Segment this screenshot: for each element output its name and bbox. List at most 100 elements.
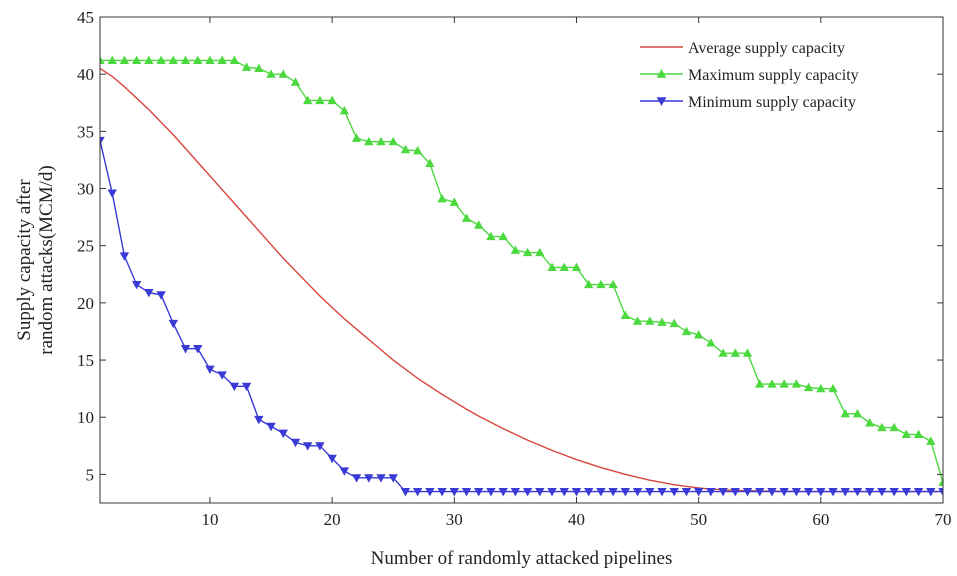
data-point-2-3 — [131, 280, 142, 290]
data-point-1-21 — [351, 133, 362, 142]
x-tick-label-6: 70 — [935, 510, 952, 529]
y-tick-label-2: 15 — [77, 351, 94, 370]
data-point-1-7 — [180, 55, 191, 65]
data-point-2-32 — [486, 487, 496, 497]
data-point-2-23 — [376, 474, 386, 483]
data-point-1-53 — [742, 348, 753, 357]
data-point-1-39 — [571, 262, 582, 272]
data-point-1-44 — [632, 316, 643, 325]
series-2 — [100, 136, 943, 497]
x-axis-label: Number of randomly attacked pipelines — [371, 548, 673, 569]
data-point-1-64 — [877, 422, 887, 432]
data-point-1-9 — [205, 55, 215, 65]
data-point-2-31 — [474, 487, 484, 497]
y-tick-label-4: 25 — [77, 237, 94, 256]
data-point-1-19 — [327, 95, 337, 105]
data-point-1-32 — [486, 231, 496, 241]
data-point-1-31 — [474, 220, 484, 229]
data-point-1-1 — [107, 55, 117, 65]
legend-label-1: Maximum supply capacity — [688, 67, 859, 84]
data-point-2-48 — [681, 487, 692, 497]
data-point-2-38 — [559, 487, 569, 497]
data-point-2-54 — [755, 487, 765, 497]
data-point-2-60 — [828, 487, 838, 497]
data-point-1-25 — [400, 144, 411, 154]
data-point-1-57 — [791, 379, 802, 388]
y-tick-label-7: 40 — [77, 65, 94, 84]
data-point-1-37 — [547, 262, 557, 272]
x-tick-label-1: 20 — [324, 510, 341, 529]
data-point-2-13 — [254, 415, 264, 425]
data-point-1-22 — [364, 136, 374, 146]
data-point-1-28 — [437, 193, 447, 203]
y-tick-label-3: 20 — [77, 294, 94, 313]
data-point-2-52 — [730, 487, 740, 497]
legend-marker-2 — [656, 97, 667, 107]
data-point-1-11 — [229, 55, 240, 65]
data-point-2-8 — [193, 345, 203, 354]
data-point-1-10 — [217, 55, 227, 65]
data-point-1-41 — [596, 279, 606, 289]
data-point-2-15 — [278, 429, 288, 439]
data-point-1-30 — [461, 213, 472, 222]
data-point-2-35 — [522, 487, 533, 497]
legend-label-2: Minimum supply capacity — [688, 94, 856, 111]
data-point-1-45 — [645, 316, 655, 325]
data-point-1-5 — [156, 55, 166, 65]
data-point-2-46 — [657, 487, 667, 497]
axes-box — [99, 16, 944, 504]
data-point-1-67 — [913, 429, 924, 438]
data-point-1-34 — [510, 245, 521, 254]
data-point-1-27 — [425, 158, 435, 167]
data-point-1-3 — [131, 55, 142, 65]
series-line-0 — [100, 67, 943, 493]
data-point-2-66 — [901, 487, 912, 497]
data-point-1-16 — [290, 77, 301, 86]
data-point-2-11 — [229, 382, 240, 392]
data-point-2-24 — [388, 474, 398, 483]
data-point-2-39 — [571, 487, 582, 497]
data-point-2-37 — [547, 487, 557, 497]
series-0 — [100, 67, 943, 493]
data-point-2-49 — [693, 487, 704, 497]
data-point-2-41 — [596, 487, 606, 497]
data-point-2-6 — [168, 319, 178, 329]
data-point-2-2 — [119, 252, 130, 261]
data-point-1-24 — [388, 136, 398, 146]
data-point-1-40 — [584, 279, 594, 289]
data-point-1-50 — [706, 338, 716, 347]
y-axis-label-line-1: Supply capacity after — [14, 179, 35, 341]
data-point-1-52 — [730, 348, 740, 357]
data-point-1-8 — [193, 55, 203, 65]
data-point-2-55 — [767, 487, 777, 497]
data-point-1-47 — [669, 318, 679, 328]
data-point-1-65 — [889, 422, 899, 432]
data-point-1-23 — [376, 136, 386, 146]
data-point-2-5 — [156, 291, 166, 300]
data-point-2-36 — [535, 487, 545, 497]
data-point-2-43 — [620, 487, 631, 497]
data-point-1-51 — [718, 348, 728, 357]
data-point-1-35 — [522, 247, 533, 257]
data-point-2-29 — [449, 487, 459, 497]
data-point-2-59 — [816, 487, 826, 497]
data-point-2-18 — [315, 442, 325, 451]
data-point-2-33 — [498, 487, 508, 497]
data-point-2-61 — [840, 487, 850, 497]
data-point-1-33 — [498, 231, 508, 241]
x-tick-label-3: 40 — [568, 510, 585, 529]
series-line-2 — [100, 140, 943, 493]
data-point-1-56 — [779, 379, 789, 388]
data-point-2-28 — [437, 487, 447, 497]
x-tick-label-0: 10 — [201, 510, 218, 529]
data-point-2-58 — [803, 487, 814, 497]
data-point-1-13 — [254, 63, 264, 73]
data-point-1-14 — [266, 69, 276, 78]
y-axis-label-line-2: random attacks(MCM/d) — [36, 165, 57, 354]
legend-label-0: Average supply capacity — [688, 40, 845, 57]
data-point-1-66 — [901, 429, 912, 438]
data-point-1-6 — [168, 55, 178, 65]
y-tick-label-1: 10 — [77, 408, 94, 427]
data-point-2-56 — [779, 487, 789, 497]
